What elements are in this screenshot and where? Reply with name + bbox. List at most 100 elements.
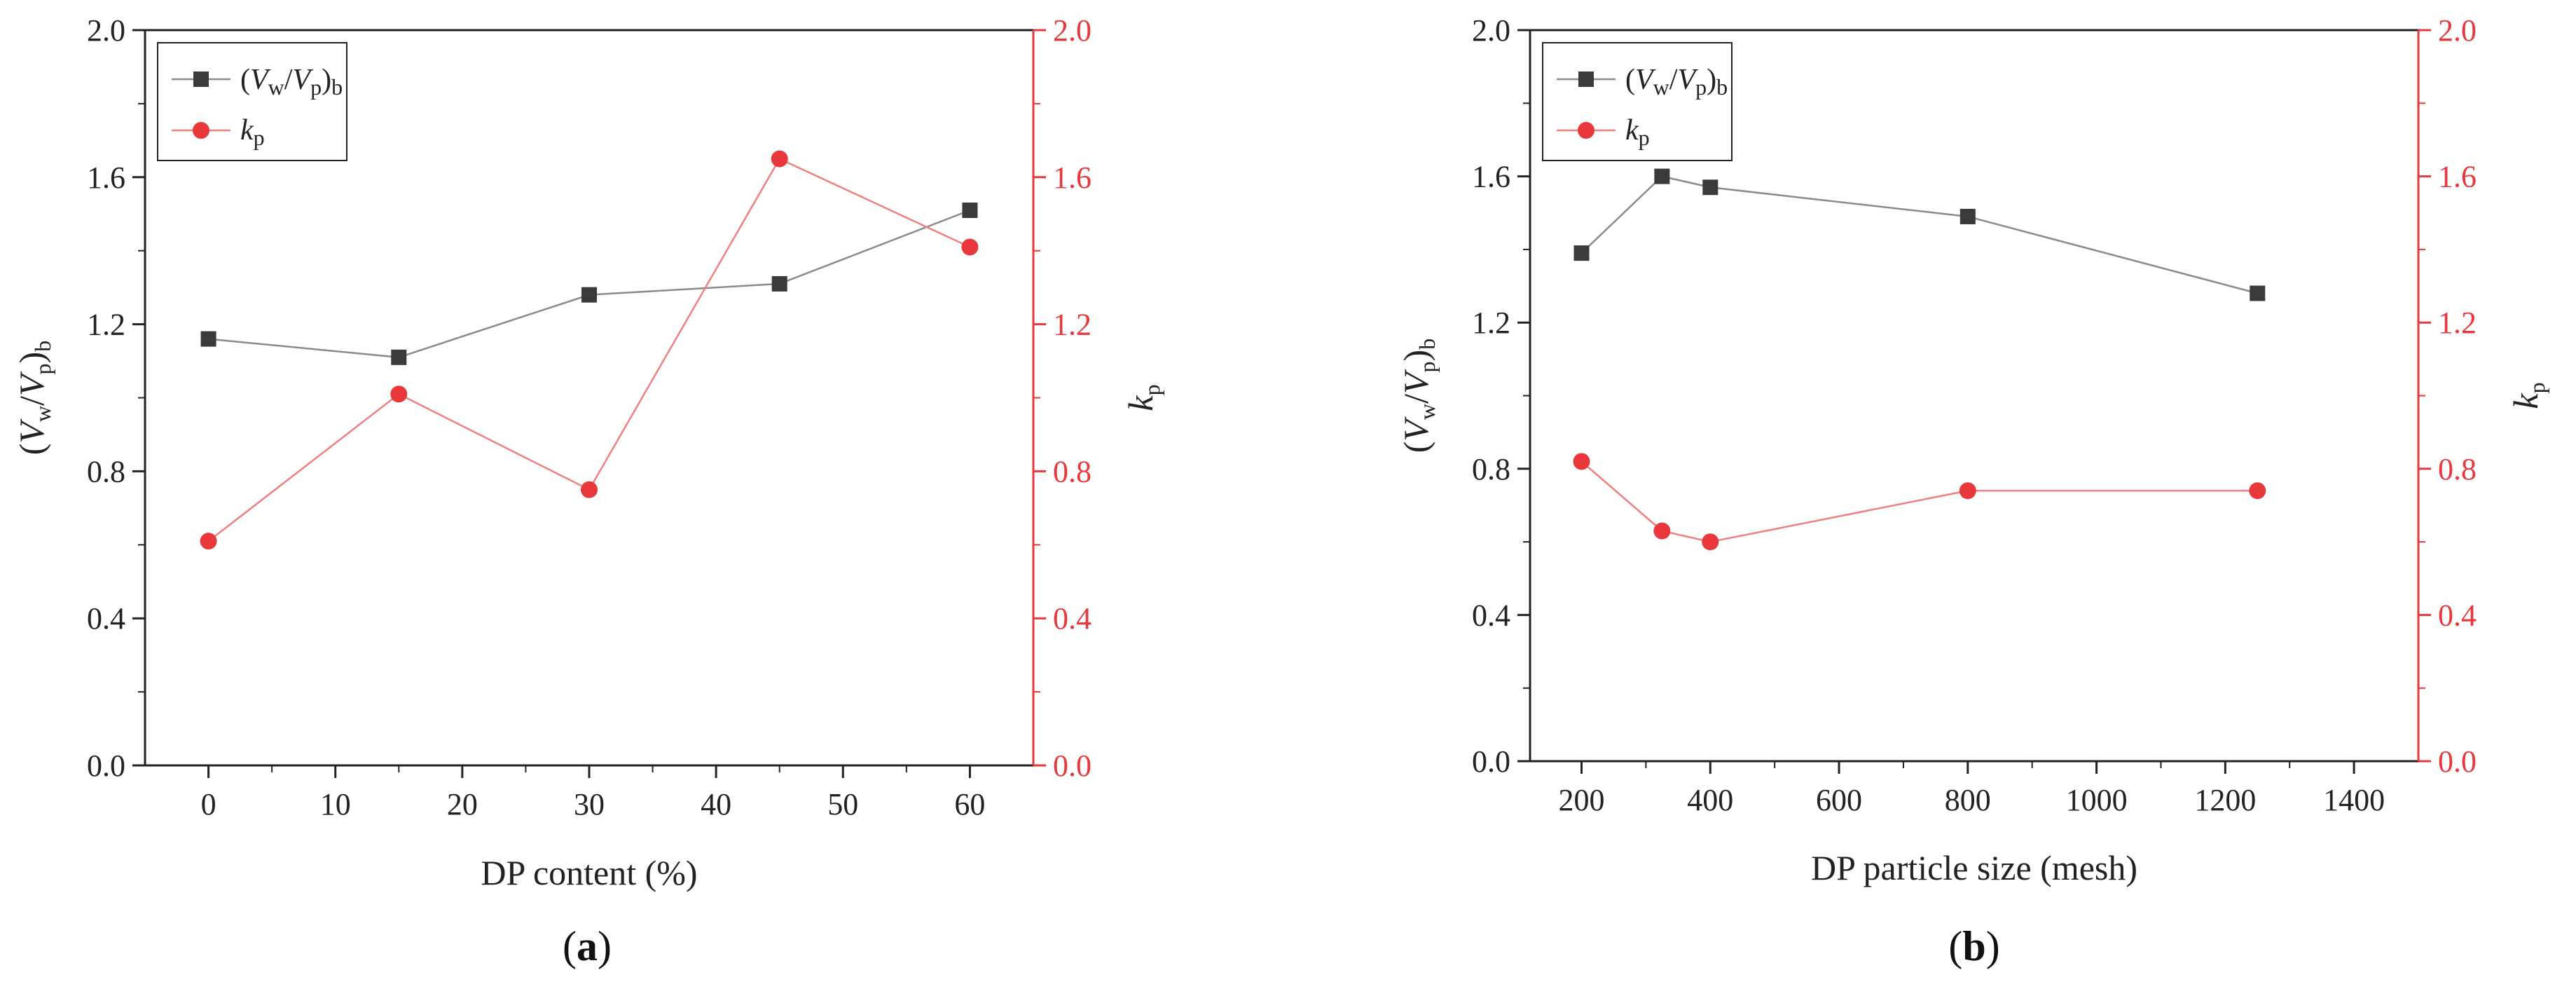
y-title-part: V bbox=[1396, 369, 1435, 394]
y-left-tick-label: 0.8 bbox=[1472, 452, 1510, 486]
vw-vp-point bbox=[771, 275, 787, 292]
y-right-tick-label: 0.4 bbox=[1053, 601, 1091, 636]
y-left-tick-label: 1.6 bbox=[1472, 160, 1510, 194]
y-right-axis-title: kp bbox=[1121, 384, 1164, 411]
y-title-part: w bbox=[30, 406, 55, 422]
x-tick-label: 10 bbox=[320, 787, 351, 821]
chart-panel-a: 0 10 20 30 40 50 60 0.0 0.4 0.8 1.2 1.6 2.0 0.0 0.4 0.8… bbox=[12, 13, 1164, 969]
kp-point bbox=[1573, 453, 1590, 470]
legend-label-part: V bbox=[292, 64, 313, 96]
y-title-part: p bbox=[30, 363, 55, 374]
vw-vp-point bbox=[1573, 245, 1590, 261]
x-tick-label: 200 bbox=[1559, 783, 1605, 817]
y-title-part: ( bbox=[1396, 442, 1435, 453]
legend-label-part: w bbox=[1653, 74, 1669, 100]
x-tick-label: 1200 bbox=[2194, 783, 2256, 817]
panel-label: (b) bbox=[1948, 923, 1999, 969]
x-tick-label: 20 bbox=[447, 787, 478, 821]
legend-label-part: p bbox=[254, 125, 265, 150]
panel-label-part: ( bbox=[1948, 923, 1962, 969]
legend-marker-kp bbox=[193, 122, 209, 139]
legend-label-part: V bbox=[250, 64, 271, 96]
legend-label-part: p bbox=[310, 74, 322, 100]
kp-point bbox=[1959, 482, 1976, 500]
y-right-tick-label: 0.0 bbox=[2438, 744, 2477, 779]
x-tick-label: 0 bbox=[201, 787, 216, 821]
y-title-part: p bbox=[2524, 382, 2549, 393]
vw-vp-point bbox=[1959, 208, 1976, 224]
y-left-axis-title: (Vw/Vp)b bbox=[1396, 339, 1440, 453]
legend-label-part: ( bbox=[240, 64, 250, 96]
legend-label-kp: kp bbox=[240, 114, 265, 150]
legend-marker-kp bbox=[1578, 122, 1594, 139]
y-title-part: / bbox=[1396, 394, 1435, 404]
vw-vp-point bbox=[962, 203, 978, 219]
legend-label-part: ) bbox=[1707, 64, 1716, 96]
x-axis-title: DP content (%) bbox=[481, 853, 697, 892]
series-line-vw-vp bbox=[1580, 175, 2258, 294]
x-tick-label: 600 bbox=[1816, 783, 1862, 817]
y-title-part: k bbox=[2506, 393, 2545, 409]
legend-label-part: / bbox=[1669, 64, 1678, 96]
kp-point bbox=[1702, 533, 1719, 551]
y-right-tick-label: 0.8 bbox=[2438, 452, 2477, 486]
legend-box bbox=[157, 42, 347, 161]
vw-vp-point bbox=[581, 287, 597, 303]
y-right-tick-label: 1.2 bbox=[2438, 306, 2477, 340]
x-tick-label: 1400 bbox=[2323, 783, 2385, 817]
y-left-tick-label: 0.8 bbox=[87, 454, 125, 489]
series-line-kp bbox=[1580, 461, 2258, 543]
vw-vp-point bbox=[1654, 168, 1670, 184]
legend-label-part: ) bbox=[322, 64, 331, 96]
y-right-tick-label: 2.0 bbox=[1053, 13, 1091, 48]
panel-label-part: a bbox=[577, 923, 598, 969]
x-tick-label: 30 bbox=[574, 787, 605, 821]
kp-point bbox=[961, 238, 979, 256]
y-title-part: w bbox=[1414, 404, 1440, 420]
legend-label-part: k bbox=[240, 114, 254, 146]
chart-panel-b: 200 400 600 800 1000 1200 1400 0.0 0.4 0.8 1.2 1.6 2… bbox=[1396, 13, 2549, 969]
x-tick-label: 60 bbox=[954, 787, 985, 821]
kp-point bbox=[200, 533, 217, 550]
y-title-part: k bbox=[1121, 395, 1160, 411]
x-tick-label: 800 bbox=[1945, 783, 1991, 817]
y-left-tick-label: 1.2 bbox=[87, 308, 125, 342]
panel-label-part: ) bbox=[1986, 923, 2000, 969]
kp-point bbox=[771, 150, 788, 168]
y-left-tick-label: 1.2 bbox=[1472, 306, 1510, 340]
y-title-part: V bbox=[1396, 416, 1435, 442]
y-left-tick-label: 0.4 bbox=[1472, 598, 1510, 632]
kp-point bbox=[2249, 482, 2266, 500]
legend-label-part: b bbox=[331, 74, 343, 100]
vw-vp-point bbox=[391, 349, 407, 365]
vw-vp-point bbox=[2250, 285, 2266, 301]
y-title-part: p bbox=[1139, 384, 1164, 395]
x-tick-label: 50 bbox=[827, 787, 858, 821]
y-title-part: / bbox=[12, 396, 51, 406]
legend-label-kp: kp bbox=[1625, 114, 1650, 150]
vw-vp-point bbox=[200, 331, 216, 347]
legend-box bbox=[1542, 42, 1733, 161]
legend-label-part: V bbox=[1635, 64, 1656, 96]
legend-label-vw-vp: (Vw/Vp)b bbox=[240, 64, 343, 100]
y-title-part: b bbox=[30, 341, 55, 352]
y-title-part: V bbox=[12, 418, 51, 444]
x-tick-label: 1000 bbox=[2066, 783, 2128, 817]
y-title-part: p bbox=[1414, 361, 1440, 372]
legend-marker-vw-vp bbox=[1578, 71, 1594, 87]
y-title-part: ) bbox=[1396, 350, 1435, 362]
y-left-tick-label: 2.0 bbox=[87, 13, 125, 48]
y-left-tick-label: 0.0 bbox=[87, 749, 125, 783]
vw-vp-point bbox=[1702, 179, 1719, 196]
panel-label-part: ( bbox=[563, 923, 577, 969]
x-tick-label: 40 bbox=[701, 787, 731, 821]
y-left-tick-label: 0.4 bbox=[87, 601, 125, 636]
y-title-part: V bbox=[12, 371, 51, 396]
y-right-tick-label: 1.6 bbox=[2438, 160, 2477, 194]
legend-label-part: V bbox=[1677, 64, 1698, 96]
y-right-tick-label: 0.0 bbox=[1053, 749, 1091, 783]
kp-point bbox=[390, 386, 408, 403]
y-left-tick-label: 2.0 bbox=[1472, 13, 1510, 48]
